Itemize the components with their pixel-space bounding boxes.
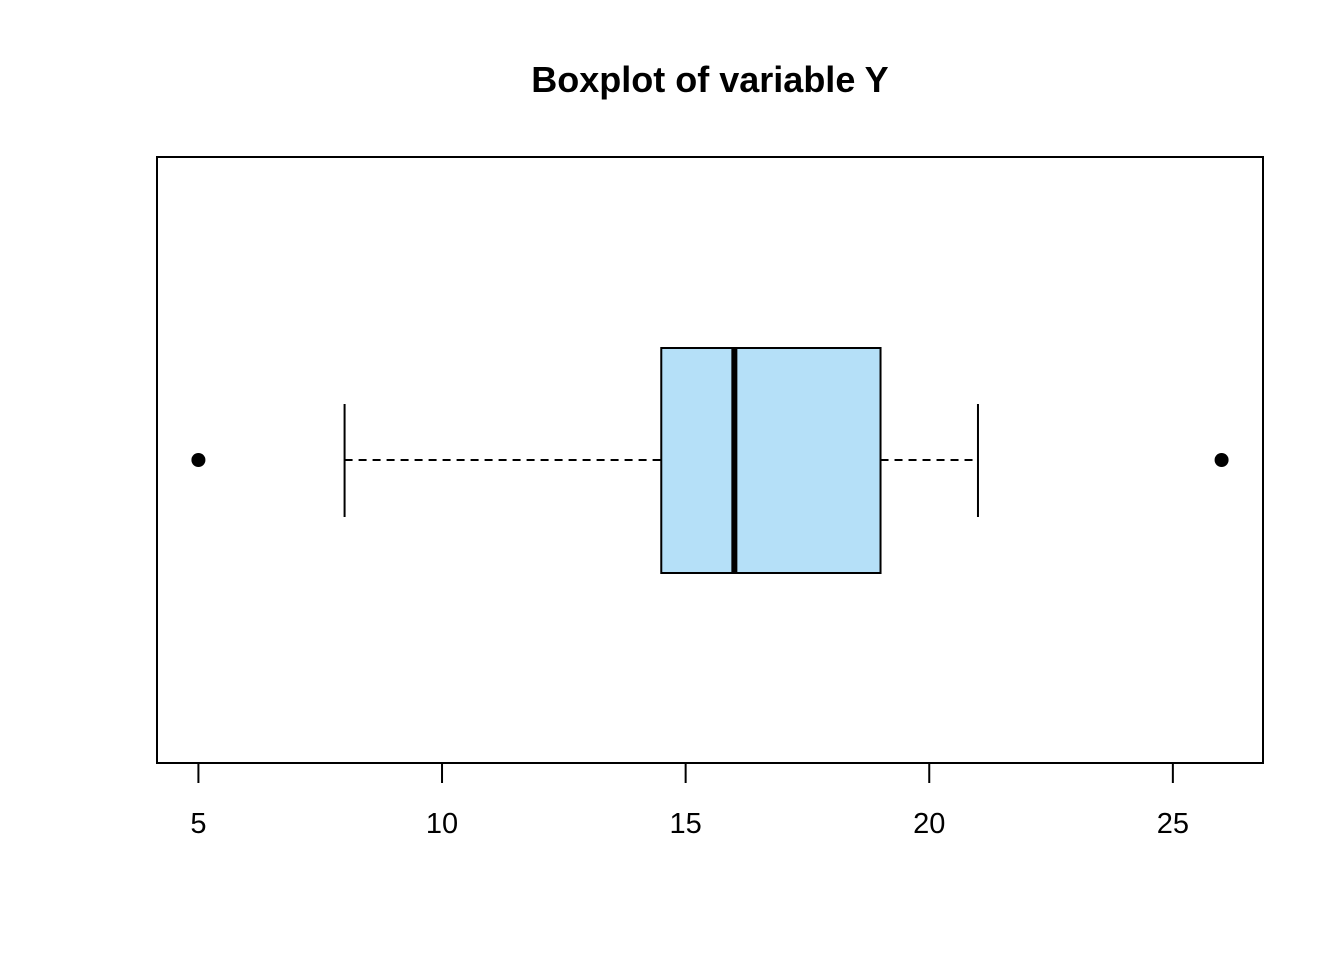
outlier-point xyxy=(191,453,206,467)
x-tick-label: 5 xyxy=(190,808,206,840)
x-tick-label: 10 xyxy=(426,808,458,840)
x-axis: 5 10 15 20 25 xyxy=(190,762,1189,840)
x-tick-label: 15 xyxy=(670,808,702,840)
x-tick-label: 25 xyxy=(1157,808,1189,840)
iqr-box xyxy=(660,347,882,574)
outlier-point xyxy=(1214,453,1229,467)
chart-title: Boxplot of variable Y xyxy=(531,59,888,100)
chart-marks xyxy=(191,347,1229,574)
x-tick-label: 20 xyxy=(913,808,945,840)
